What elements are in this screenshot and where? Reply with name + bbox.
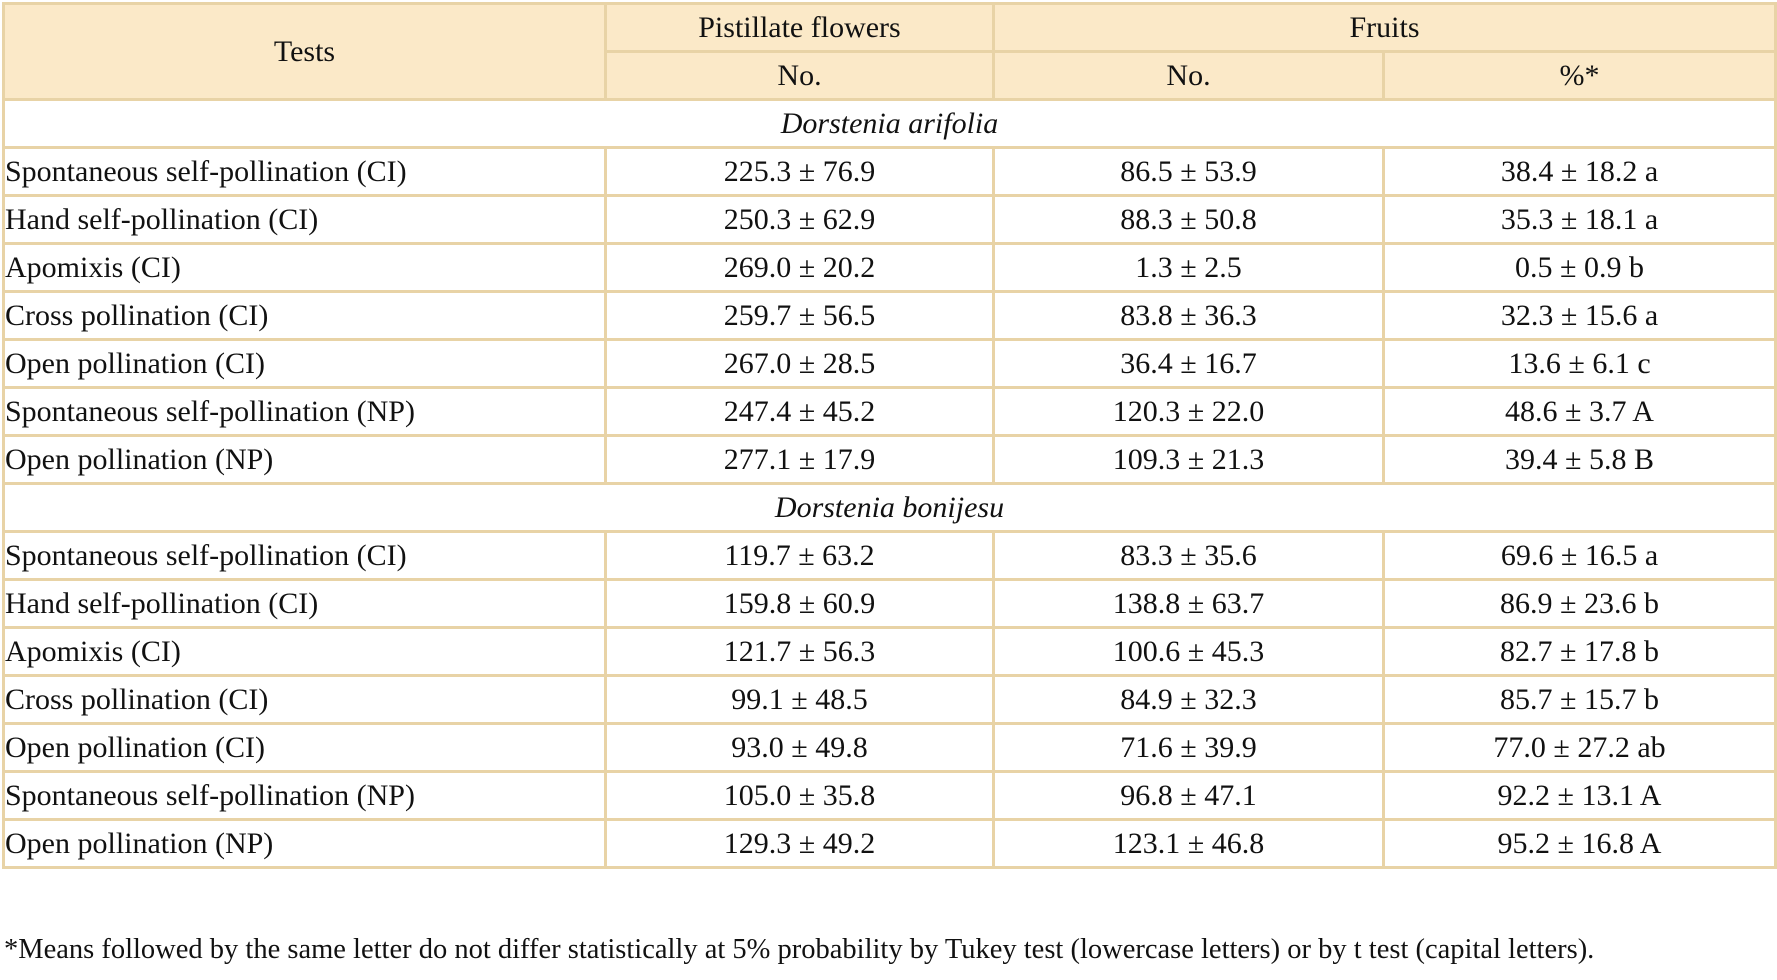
- fruit-count-cell: 36.4 ± 16.7: [992, 338, 1385, 389]
- table-footnote: *Means followed by the same letter do no…: [4, 934, 1595, 965]
- test-name-cell: Open pollination (NP): [2, 818, 607, 869]
- fruit-percent-cell: 69.6 ± 16.5 a: [1382, 530, 1777, 581]
- test-name-cell: Open pollination (CI): [2, 338, 607, 389]
- fruit-percent-cell: 38.4 ± 18.2 a: [1382, 146, 1777, 197]
- header-fruits-no: No.: [992, 50, 1385, 101]
- pistillate-count-cell: 93.0 ± 49.8: [604, 722, 995, 773]
- table-row: Open pollination (CI) 93.0 ± 49.8 71.6 ± 3…: [2, 722, 1777, 773]
- fruit-count-cell: 96.8 ± 47.1: [992, 770, 1385, 821]
- table-row: Spontaneous self-pollination (CI) 225.3 ±…: [2, 146, 1777, 197]
- table-row: Cross pollination (CI) 99.1 ± 48.5 84.9 ± …: [2, 674, 1777, 725]
- fruit-count-cell: 83.3 ± 35.6: [992, 530, 1385, 581]
- fruit-count-cell: 100.6 ± 45.3: [992, 626, 1385, 677]
- pistillate-count-cell: 259.7 ± 56.5: [604, 290, 995, 341]
- header-fruits: Fruits: [992, 2, 1777, 53]
- fruit-percent-cell: 77.0 ± 27.2 ab: [1382, 722, 1777, 773]
- test-name-cell: Hand self-pollination (CI): [2, 578, 607, 629]
- header-row-sub: No. No. %*: [4, 50, 1777, 101]
- header-pistillate-no: No.: [604, 50, 995, 101]
- pistillate-count-cell: 105.0 ± 35.8: [604, 770, 995, 821]
- pistillate-count-cell: 119.7 ± 63.2: [604, 530, 995, 581]
- table-row: Apomixis (CI) 269.0 ± 20.2 1.3 ± 2.5 0.5 ± …: [2, 242, 1777, 293]
- fruit-percent-cell: 95.2 ± 16.8 A: [1382, 818, 1777, 869]
- test-name-cell: Apomixis (CI): [2, 626, 607, 677]
- fruit-count-cell: 84.9 ± 32.3: [992, 674, 1385, 725]
- pistillate-count-cell: 269.0 ± 20.2: [604, 242, 995, 293]
- table-row: Spontaneous self-pollination (NP) 247.4 ±…: [2, 386, 1777, 437]
- pollination-results-table: Tests Pistillate flowers Fruits No. No. …: [2, 2, 1777, 869]
- test-name-cell: Cross pollination (CI): [2, 674, 607, 725]
- table-row: Open pollination (NP) 129.3 ± 49.2 123.1 ±…: [2, 818, 1777, 869]
- pistillate-count-cell: 129.3 ± 49.2: [604, 818, 995, 869]
- fruit-percent-cell: 48.6 ± 3.7 A: [1382, 386, 1777, 437]
- fruit-percent-cell: 0.5 ± 0.9 b: [1382, 242, 1777, 293]
- table-row: Open pollination (NP) 277.1 ± 17.9 109.3 ±…: [2, 434, 1777, 485]
- pistillate-count-cell: 99.1 ± 48.5: [604, 674, 995, 725]
- fruit-count-cell: 109.3 ± 21.3: [992, 434, 1385, 485]
- fruit-percent-cell: 82.7 ± 17.8 b: [1382, 626, 1777, 677]
- fruit-count-cell: 71.6 ± 39.9: [992, 722, 1385, 773]
- species-row: Dorstenia arifolia: [2, 98, 1777, 149]
- test-name-cell: Apomixis (CI): [2, 242, 607, 293]
- fruit-percent-cell: 13.6 ± 6.1 c: [1382, 338, 1777, 389]
- fruit-count-cell: 138.8 ± 63.7: [992, 578, 1385, 629]
- test-name-cell: Open pollination (CI): [2, 722, 607, 773]
- test-name-cell: Spontaneous self-pollination (NP): [2, 770, 607, 821]
- fruit-count-cell: 86.5 ± 53.9: [992, 146, 1385, 197]
- table-row: Apomixis (CI) 121.7 ± 56.3 100.6 ± 45.3 82.…: [2, 626, 1777, 677]
- test-name-cell: Spontaneous self-pollination (NP): [2, 386, 607, 437]
- table-row: Hand self-pollination (CI) 250.3 ± 62.9 88…: [2, 194, 1777, 245]
- pistillate-count-cell: 267.0 ± 28.5: [604, 338, 995, 389]
- fruit-percent-cell: 92.2 ± 13.1 A: [1382, 770, 1777, 821]
- test-name-cell: Open pollination (NP): [2, 434, 607, 485]
- header-tests: Tests: [2, 2, 607, 101]
- header-fruits-percent: %*: [1382, 50, 1777, 101]
- fruit-count-cell: 123.1 ± 46.8: [992, 818, 1385, 869]
- fruit-count-cell: 88.3 ± 50.8: [992, 194, 1385, 245]
- species-name: Dorstenia bonijesu: [2, 482, 1777, 533]
- table-row: Hand self-pollination (CI) 159.8 ± 60.9 13…: [2, 578, 1777, 629]
- fruit-count-cell: 1.3 ± 2.5: [992, 242, 1385, 293]
- fruit-percent-cell: 85.7 ± 15.7 b: [1382, 674, 1777, 725]
- table-row: Open pollination (CI) 267.0 ± 28.5 36.4 ± …: [2, 338, 1777, 389]
- results-table-container: Tests Pistillate flowers Fruits No. No. …: [2, 2, 1777, 869]
- pistillate-count-cell: 225.3 ± 76.9: [604, 146, 995, 197]
- header-row-top: Tests Pistillate flowers Fruits: [2, 2, 1777, 101]
- test-name-cell: Cross pollination (CI): [2, 290, 607, 341]
- fruit-count-cell: 120.3 ± 22.0: [992, 386, 1385, 437]
- table-row: Cross pollination (CI) 259.7 ± 56.5 83.8 ±…: [2, 290, 1777, 341]
- fruit-percent-cell: 39.4 ± 5.8 B: [1382, 434, 1777, 485]
- test-name-cell: Hand self-pollination (CI): [2, 194, 607, 245]
- fruit-percent-cell: 35.3 ± 18.1 a: [1382, 194, 1777, 245]
- table-row: Spontaneous self-pollination (CI) 119.7 ±…: [2, 530, 1777, 581]
- pistillate-count-cell: 121.7 ± 56.3: [604, 626, 995, 677]
- fruit-percent-cell: 32.3 ± 15.6 a: [1382, 290, 1777, 341]
- test-name-cell: Spontaneous self-pollination (CI): [2, 146, 607, 197]
- pistillate-count-cell: 277.1 ± 17.9: [604, 434, 995, 485]
- fruit-percent-cell: 86.9 ± 23.6 b: [1382, 578, 1777, 629]
- table-body: Dorstenia arifolia Spontaneous self-polli…: [2, 98, 1777, 869]
- pistillate-count-cell: 250.3 ± 62.9: [604, 194, 995, 245]
- pistillate-count-cell: 247.4 ± 45.2: [604, 386, 995, 437]
- fruit-count-cell: 83.8 ± 36.3: [992, 290, 1385, 341]
- header-pistillate-flowers: Pistillate flowers: [604, 2, 995, 53]
- pistillate-count-cell: 159.8 ± 60.9: [604, 578, 995, 629]
- table-row: Spontaneous self-pollination (NP) 105.0 ±…: [2, 770, 1777, 821]
- test-name-cell: Spontaneous self-pollination (CI): [2, 530, 607, 581]
- species-name: Dorstenia arifolia: [2, 98, 1777, 149]
- species-row: Dorstenia bonijesu: [2, 482, 1777, 533]
